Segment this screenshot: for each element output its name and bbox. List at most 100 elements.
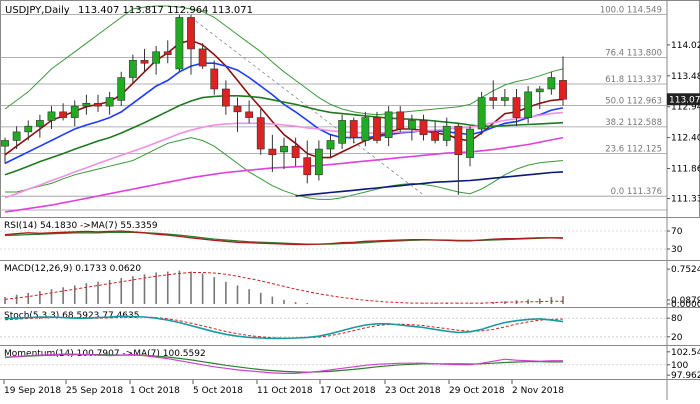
rsi-tick-label: 30 — [671, 245, 683, 255]
candle — [373, 111, 381, 144]
fib-level-label: 38.2 112.588 — [605, 118, 662, 128]
price-tick-label: 112.940 — [671, 103, 700, 113]
candle — [175, 14, 184, 72]
candle-body — [35, 120, 44, 127]
candle — [500, 88, 509, 107]
candle — [407, 114, 416, 141]
candle-body — [221, 88, 230, 107]
candle-body — [407, 120, 416, 130]
candle-body — [24, 125, 33, 133]
stoch-label: Stoch(5,3,3) 68.5923 77.4635 — [4, 311, 139, 321]
candle-body — [454, 125, 463, 156]
last-price-label: 113.071 — [669, 95, 700, 105]
candle-body — [94, 102, 102, 107]
candle — [210, 60, 219, 95]
candle — [326, 134, 335, 158]
price-tick-label: 114.020 — [671, 41, 700, 51]
price-tick-label: 111.335 — [671, 195, 700, 205]
candle-body — [524, 91, 533, 118]
candle-body — [349, 120, 358, 138]
candle — [12, 126, 21, 150]
candle-body — [140, 60, 149, 64]
candle — [338, 114, 347, 150]
rsi-tick-label: 70 — [671, 227, 683, 237]
candle — [198, 43, 207, 69]
candle-body — [128, 60, 137, 78]
candle — [349, 117, 358, 144]
candle — [140, 48, 149, 72]
momentum-panel: Momentum(14) 100.7907 ->MA(7) 100.5592 1… — [0, 348, 700, 381]
candle-body — [535, 88, 544, 93]
date-tick-label: 23 Oct 2018 — [385, 386, 441, 396]
candle — [396, 106, 405, 132]
ohlc-header: 113.407 113.817 112.964 113.071 — [78, 5, 253, 16]
candle-body — [105, 97, 114, 107]
candle-body — [256, 117, 265, 150]
candle-body — [419, 120, 428, 136]
candle — [1, 137, 9, 164]
macd-label: MACD(12,26,9) 0.1733 0.0620 — [4, 264, 141, 274]
candle — [105, 91, 114, 115]
date-tick-label: 11 Oct 2018 — [257, 386, 313, 396]
candle-body — [280, 145, 288, 153]
momentum-line — [4, 353, 563, 374]
macd-tick-label: 0.0000 — [671, 300, 700, 310]
stoch-tick-label: 20 — [671, 333, 683, 343]
price-axis-ticks: 114.020 113.480 112.940 112.400 111.860 111.3… — [667, 41, 700, 205]
price-tick-label: 112.400 — [671, 134, 700, 144]
date-tick-label: 1 Oct 2018 — [130, 386, 180, 396]
candle-body — [245, 111, 254, 118]
rsi-ma-line — [4, 231, 563, 245]
candle — [47, 106, 56, 130]
candle-body — [12, 131, 21, 141]
price-tick-label: 111.860 — [671, 165, 700, 175]
candle — [361, 111, 370, 147]
date-tick-label: 5 Oct 2018 — [193, 386, 243, 396]
candle — [314, 140, 323, 181]
candle-body — [47, 111, 56, 121]
candle — [128, 54, 137, 84]
candle — [94, 94, 102, 112]
candle — [547, 71, 556, 95]
macd-panel: MACD(12,26,9) 0.1733 0.0620 0.7524 0.0879… — [4, 264, 700, 310]
date-tick-label: 19 Sep 2018 — [4, 386, 61, 396]
fib-level-label: 50.0 112.963 — [605, 96, 662, 106]
date-axis: 19 Sep 2018 25 Sep 2018 1 Oct 2018 5 Oct 20… — [3, 380, 564, 396]
candle — [268, 134, 277, 172]
candle-body — [303, 157, 312, 176]
candle-body — [559, 80, 567, 100]
fib-level-label: 23.6 112.125 — [605, 144, 662, 154]
moving-average-line — [295, 171, 564, 197]
candle-body — [489, 97, 498, 101]
candle — [466, 126, 474, 167]
candle — [163, 40, 172, 64]
candle-body — [59, 111, 68, 118]
candle-body — [152, 51, 161, 64]
bollinger-lower-line — [5, 137, 564, 200]
momentum-tick-label: 97.9627 — [671, 371, 700, 381]
macd-signal-line — [4, 272, 563, 304]
candle-body — [326, 140, 335, 150]
momentum-label: Momentum(14) 100.7907 ->MA(7) 100.5592 — [4, 349, 206, 359]
candle-body — [512, 97, 521, 118]
candle — [384, 106, 393, 147]
candle — [524, 86, 533, 124]
date-tick-label: 25 Sep 2018 — [66, 386, 123, 396]
price-panel: 100.0 114.549 76.4 113.800 61.8 113.337 50.… — [0, 5, 700, 213]
candle — [233, 97, 242, 132]
fib-level-label: 76.4 113.800 — [605, 49, 662, 59]
candlesticks — [1, 14, 567, 195]
macd-tick-label: 0.0879 — [671, 296, 700, 306]
macd-tick-label: 0.7524 — [671, 265, 700, 275]
candle-body — [82, 102, 91, 107]
candle — [559, 56, 567, 106]
candle-body — [70, 105, 79, 118]
candle — [245, 100, 254, 124]
candle-body — [338, 120, 347, 144]
rsi-panel: RSI(14) 54.1830 ->MA(7) 55.3359 70 30 — [0, 221, 683, 255]
candle-body — [268, 148, 277, 156]
stoch-tick-label: 80 — [671, 314, 683, 324]
